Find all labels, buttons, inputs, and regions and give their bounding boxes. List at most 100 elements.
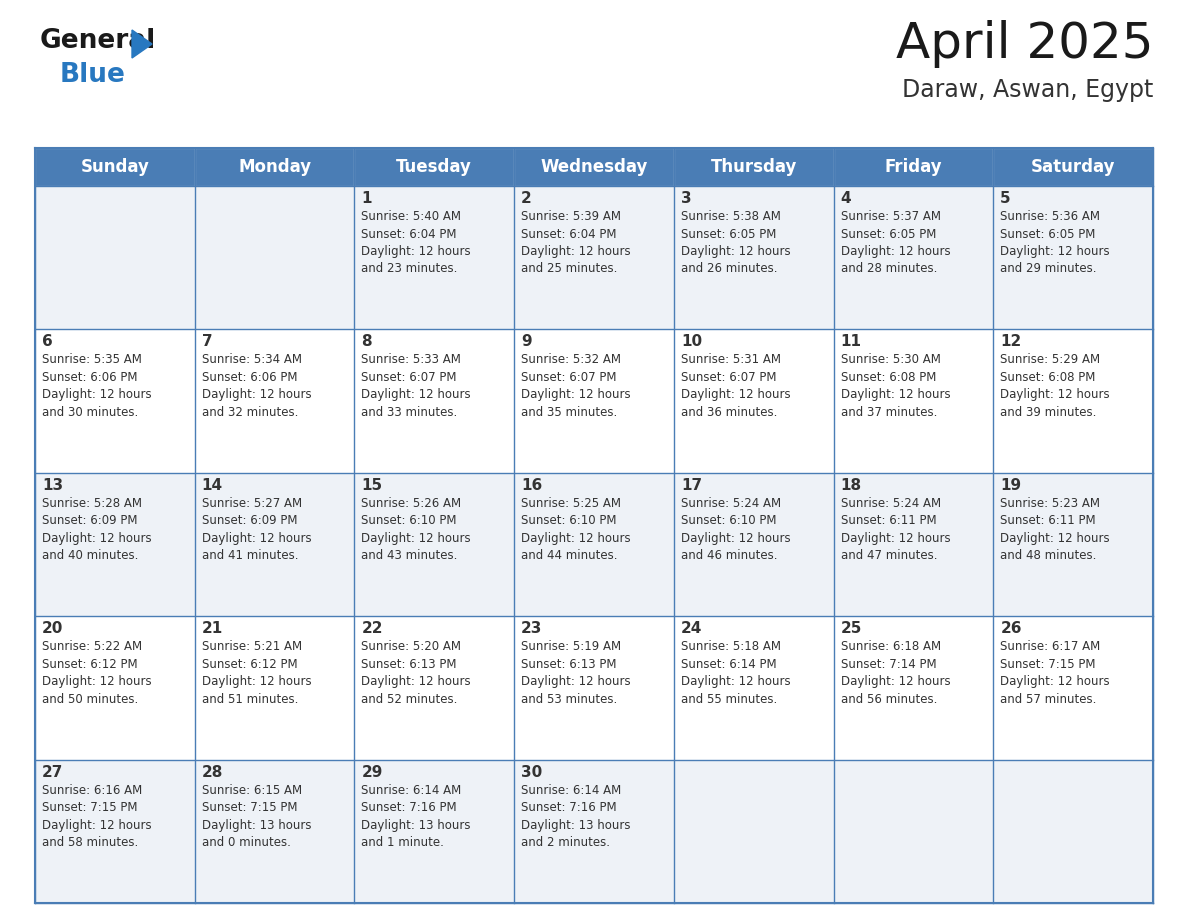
Text: Sunrise: 5:40 AM
Sunset: 6:04 PM
Daylight: 12 hours
and 23 minutes.: Sunrise: 5:40 AM Sunset: 6:04 PM Dayligh… bbox=[361, 210, 472, 275]
Text: Blue: Blue bbox=[61, 62, 126, 88]
Text: Sunrise: 6:14 AM
Sunset: 7:16 PM
Daylight: 13 hours
and 2 minutes.: Sunrise: 6:14 AM Sunset: 7:16 PM Dayligh… bbox=[522, 784, 631, 849]
Text: Sunrise: 5:23 AM
Sunset: 6:11 PM
Daylight: 12 hours
and 48 minutes.: Sunrise: 5:23 AM Sunset: 6:11 PM Dayligh… bbox=[1000, 497, 1110, 563]
Text: 28: 28 bbox=[202, 765, 223, 779]
Text: Sunrise: 5:29 AM
Sunset: 6:08 PM
Daylight: 12 hours
and 39 minutes.: Sunrise: 5:29 AM Sunset: 6:08 PM Dayligh… bbox=[1000, 353, 1110, 419]
Bar bbox=[34, 186, 195, 330]
Bar bbox=[34, 473, 195, 616]
Text: 14: 14 bbox=[202, 477, 223, 493]
Text: Sunrise: 5:37 AM
Sunset: 6:05 PM
Daylight: 12 hours
and 28 minutes.: Sunrise: 5:37 AM Sunset: 6:05 PM Dayligh… bbox=[841, 210, 950, 275]
Text: Sunrise: 6:16 AM
Sunset: 7:15 PM
Daylight: 12 hours
and 58 minutes.: Sunrise: 6:16 AM Sunset: 7:15 PM Dayligh… bbox=[42, 784, 152, 849]
Bar bbox=[34, 148, 195, 186]
Bar bbox=[514, 148, 674, 186]
Bar bbox=[354, 616, 514, 759]
Bar bbox=[834, 616, 993, 759]
Bar bbox=[195, 330, 354, 473]
Text: Sunrise: 5:21 AM
Sunset: 6:12 PM
Daylight: 12 hours
and 51 minutes.: Sunrise: 5:21 AM Sunset: 6:12 PM Dayligh… bbox=[202, 640, 311, 706]
Bar bbox=[674, 616, 834, 759]
Text: 22: 22 bbox=[361, 621, 383, 636]
Text: 25: 25 bbox=[841, 621, 862, 636]
Bar bbox=[834, 759, 993, 903]
Text: 17: 17 bbox=[681, 477, 702, 493]
Bar bbox=[674, 473, 834, 616]
Text: 5: 5 bbox=[1000, 191, 1011, 206]
Bar bbox=[195, 473, 354, 616]
Text: Sunrise: 5:24 AM
Sunset: 6:11 PM
Daylight: 12 hours
and 47 minutes.: Sunrise: 5:24 AM Sunset: 6:11 PM Dayligh… bbox=[841, 497, 950, 563]
Bar bbox=[834, 330, 993, 473]
Text: 13: 13 bbox=[42, 477, 63, 493]
Bar bbox=[354, 759, 514, 903]
Text: Thursday: Thursday bbox=[710, 158, 797, 176]
Bar bbox=[674, 186, 834, 330]
Text: 4: 4 bbox=[841, 191, 851, 206]
Bar bbox=[993, 148, 1154, 186]
Text: Sunrise: 5:33 AM
Sunset: 6:07 PM
Daylight: 12 hours
and 33 minutes.: Sunrise: 5:33 AM Sunset: 6:07 PM Dayligh… bbox=[361, 353, 472, 419]
Text: Tuesday: Tuesday bbox=[397, 158, 472, 176]
Text: Sunrise: 5:18 AM
Sunset: 6:14 PM
Daylight: 12 hours
and 55 minutes.: Sunrise: 5:18 AM Sunset: 6:14 PM Dayligh… bbox=[681, 640, 790, 706]
Text: 15: 15 bbox=[361, 477, 383, 493]
Text: Sunrise: 5:19 AM
Sunset: 6:13 PM
Daylight: 12 hours
and 53 minutes.: Sunrise: 5:19 AM Sunset: 6:13 PM Dayligh… bbox=[522, 640, 631, 706]
Text: 9: 9 bbox=[522, 334, 532, 350]
Bar bbox=[993, 473, 1154, 616]
Text: Sunrise: 6:14 AM
Sunset: 7:16 PM
Daylight: 13 hours
and 1 minute.: Sunrise: 6:14 AM Sunset: 7:16 PM Dayligh… bbox=[361, 784, 470, 849]
Text: 26: 26 bbox=[1000, 621, 1022, 636]
Text: Saturday: Saturday bbox=[1031, 158, 1116, 176]
Bar bbox=[834, 186, 993, 330]
Text: Sunrise: 5:26 AM
Sunset: 6:10 PM
Daylight: 12 hours
and 43 minutes.: Sunrise: 5:26 AM Sunset: 6:10 PM Dayligh… bbox=[361, 497, 472, 563]
Text: Monday: Monday bbox=[238, 158, 311, 176]
Text: Sunrise: 5:20 AM
Sunset: 6:13 PM
Daylight: 12 hours
and 52 minutes.: Sunrise: 5:20 AM Sunset: 6:13 PM Dayligh… bbox=[361, 640, 472, 706]
Bar bbox=[34, 616, 195, 759]
Bar bbox=[674, 330, 834, 473]
Bar bbox=[354, 148, 514, 186]
Text: 18: 18 bbox=[841, 477, 861, 493]
Text: Sunrise: 5:38 AM
Sunset: 6:05 PM
Daylight: 12 hours
and 26 minutes.: Sunrise: 5:38 AM Sunset: 6:05 PM Dayligh… bbox=[681, 210, 790, 275]
Bar bbox=[834, 148, 993, 186]
Text: Sunrise: 5:28 AM
Sunset: 6:09 PM
Daylight: 12 hours
and 40 minutes.: Sunrise: 5:28 AM Sunset: 6:09 PM Dayligh… bbox=[42, 497, 152, 563]
Bar bbox=[514, 473, 674, 616]
Bar bbox=[354, 186, 514, 330]
Text: 6: 6 bbox=[42, 334, 52, 350]
Text: 23: 23 bbox=[522, 621, 543, 636]
Text: 30: 30 bbox=[522, 765, 543, 779]
Text: Sunrise: 5:39 AM
Sunset: 6:04 PM
Daylight: 12 hours
and 25 minutes.: Sunrise: 5:39 AM Sunset: 6:04 PM Dayligh… bbox=[522, 210, 631, 275]
Text: 16: 16 bbox=[522, 477, 543, 493]
Text: Sunrise: 5:24 AM
Sunset: 6:10 PM
Daylight: 12 hours
and 46 minutes.: Sunrise: 5:24 AM Sunset: 6:10 PM Dayligh… bbox=[681, 497, 790, 563]
Text: Sunrise: 5:25 AM
Sunset: 6:10 PM
Daylight: 12 hours
and 44 minutes.: Sunrise: 5:25 AM Sunset: 6:10 PM Dayligh… bbox=[522, 497, 631, 563]
Text: Wednesday: Wednesday bbox=[541, 158, 647, 176]
Bar bbox=[514, 759, 674, 903]
Bar bbox=[674, 759, 834, 903]
Text: Sunday: Sunday bbox=[81, 158, 150, 176]
Bar bbox=[993, 759, 1154, 903]
Bar bbox=[514, 330, 674, 473]
Bar bbox=[34, 330, 195, 473]
Text: Daraw, Aswan, Egypt: Daraw, Aswan, Egypt bbox=[902, 78, 1154, 102]
Text: Sunrise: 6:17 AM
Sunset: 7:15 PM
Daylight: 12 hours
and 57 minutes.: Sunrise: 6:17 AM Sunset: 7:15 PM Dayligh… bbox=[1000, 640, 1110, 706]
Bar bbox=[354, 473, 514, 616]
Text: 27: 27 bbox=[42, 765, 63, 779]
Bar bbox=[195, 616, 354, 759]
Text: 7: 7 bbox=[202, 334, 213, 350]
Bar bbox=[354, 330, 514, 473]
Text: Sunrise: 5:27 AM
Sunset: 6:09 PM
Daylight: 12 hours
and 41 minutes.: Sunrise: 5:27 AM Sunset: 6:09 PM Dayligh… bbox=[202, 497, 311, 563]
Bar bbox=[514, 616, 674, 759]
Text: General: General bbox=[40, 28, 157, 54]
Bar bbox=[195, 186, 354, 330]
Text: 20: 20 bbox=[42, 621, 63, 636]
Text: Sunrise: 5:35 AM
Sunset: 6:06 PM
Daylight: 12 hours
and 30 minutes.: Sunrise: 5:35 AM Sunset: 6:06 PM Dayligh… bbox=[42, 353, 152, 419]
Bar bbox=[674, 148, 834, 186]
Bar bbox=[834, 473, 993, 616]
Text: 21: 21 bbox=[202, 621, 223, 636]
Polygon shape bbox=[132, 30, 152, 58]
Text: Sunrise: 6:18 AM
Sunset: 7:14 PM
Daylight: 12 hours
and 56 minutes.: Sunrise: 6:18 AM Sunset: 7:14 PM Dayligh… bbox=[841, 640, 950, 706]
Text: 12: 12 bbox=[1000, 334, 1022, 350]
Text: 24: 24 bbox=[681, 621, 702, 636]
Text: 10: 10 bbox=[681, 334, 702, 350]
Bar bbox=[993, 186, 1154, 330]
Text: Sunrise: 5:32 AM
Sunset: 6:07 PM
Daylight: 12 hours
and 35 minutes.: Sunrise: 5:32 AM Sunset: 6:07 PM Dayligh… bbox=[522, 353, 631, 419]
Text: Sunrise: 6:15 AM
Sunset: 7:15 PM
Daylight: 13 hours
and 0 minutes.: Sunrise: 6:15 AM Sunset: 7:15 PM Dayligh… bbox=[202, 784, 311, 849]
Text: 2: 2 bbox=[522, 191, 532, 206]
Text: Sunrise: 5:36 AM
Sunset: 6:05 PM
Daylight: 12 hours
and 29 minutes.: Sunrise: 5:36 AM Sunset: 6:05 PM Dayligh… bbox=[1000, 210, 1110, 275]
Bar bbox=[195, 759, 354, 903]
Text: 19: 19 bbox=[1000, 477, 1022, 493]
Text: Sunrise: 5:22 AM
Sunset: 6:12 PM
Daylight: 12 hours
and 50 minutes.: Sunrise: 5:22 AM Sunset: 6:12 PM Dayligh… bbox=[42, 640, 152, 706]
Text: Sunrise: 5:34 AM
Sunset: 6:06 PM
Daylight: 12 hours
and 32 minutes.: Sunrise: 5:34 AM Sunset: 6:06 PM Dayligh… bbox=[202, 353, 311, 419]
